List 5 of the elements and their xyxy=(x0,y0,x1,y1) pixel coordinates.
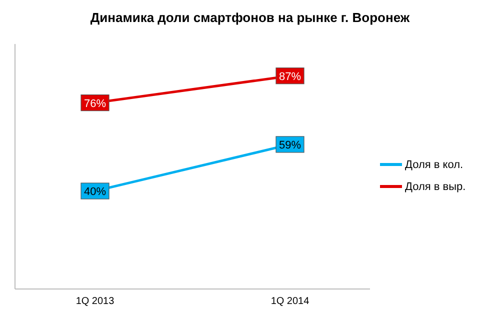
x-tick-label: 1Q 2014 xyxy=(270,296,310,308)
x-tick-label: 1Q 2013 xyxy=(76,296,115,308)
legend-label: Доля в кол. xyxy=(405,158,464,170)
chart-title: Динамика доли смартфонов на рынке г. Воронеж xyxy=(89,9,411,27)
legend-label: Доля в выр. xyxy=(405,180,466,192)
